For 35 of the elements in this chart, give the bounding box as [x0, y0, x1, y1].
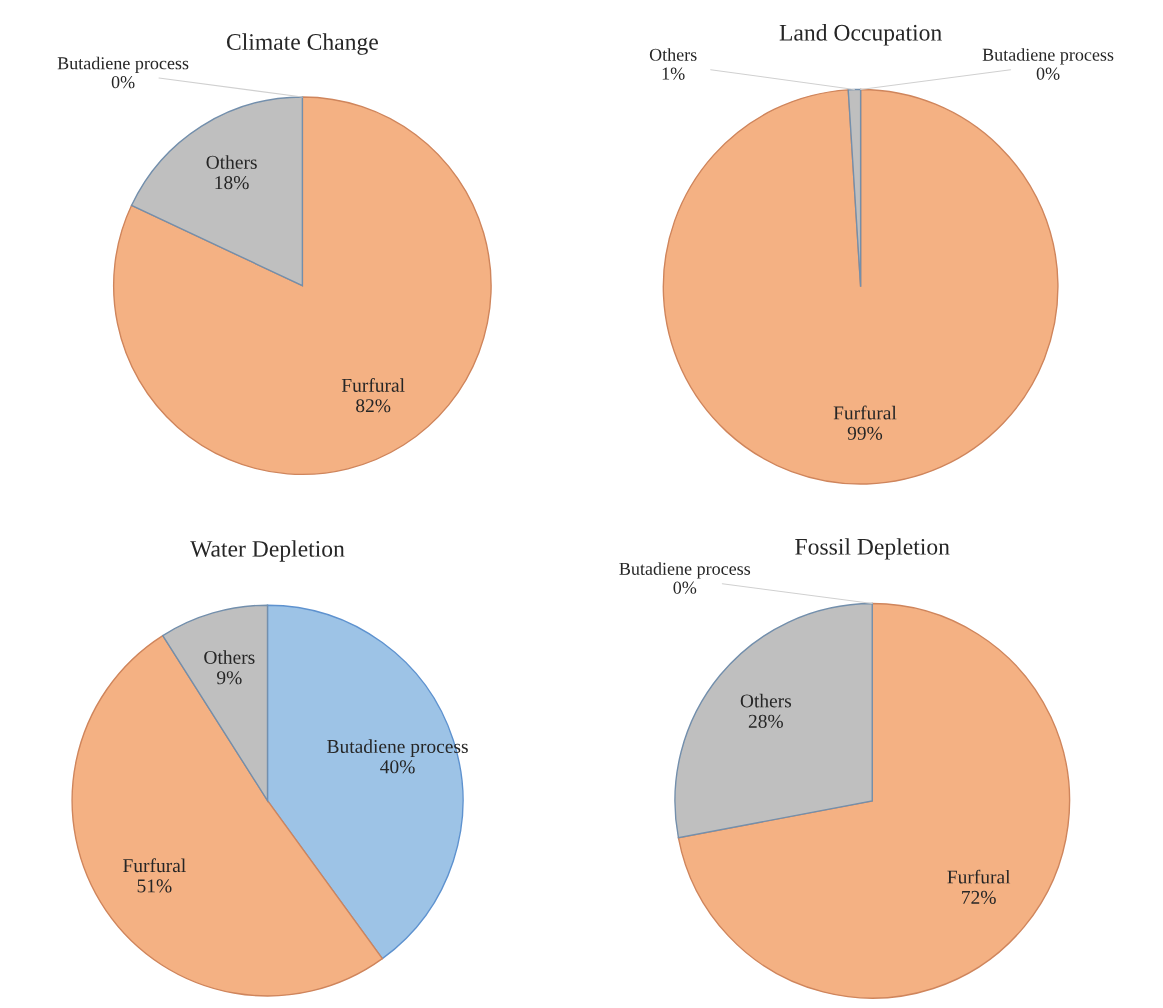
slice-label: Butadiene process — [327, 739, 468, 757]
slice-label: Others — [206, 155, 257, 169]
pie-slice — [162, 604, 269, 802]
pie-slice — [677, 602, 1071, 999]
pie-slice — [130, 96, 304, 287]
slice-label: Others — [740, 693, 792, 708]
data-label: 82% — [356, 399, 391, 413]
data-label: 1% — [662, 67, 685, 80]
data-label: 9% — [217, 671, 242, 685]
slice-label: Furfural — [833, 405, 897, 420]
category-label: Butadiene process — [57, 56, 189, 74]
slice-label: Furfural — [123, 858, 186, 873]
data-label: 28% — [748, 714, 783, 728]
slice-label: Furfural — [947, 869, 1011, 884]
text: 0% — [673, 581, 697, 594]
pie-slice — [112, 96, 492, 476]
slice-label: Others — [204, 650, 255, 664]
pie-slice — [662, 88, 1059, 485]
data-label: 51% — [137, 879, 172, 893]
slice-label: Furfural — [341, 378, 405, 392]
category-label: Butadiene process — [619, 562, 751, 579]
chart-title: Fossil Depletion — [795, 538, 950, 560]
data-label: 40% — [380, 760, 415, 774]
data-label: 99% — [847, 426, 883, 440]
category-label: Butadiene process — [982, 48, 1114, 65]
text: 0% — [1036, 67, 1060, 80]
data-label: 18% — [215, 176, 249, 190]
data-label: 72% — [962, 890, 996, 904]
pie-slice — [847, 88, 862, 288]
chart-title: Climate Change — [226, 33, 378, 55]
pie-slice — [674, 602, 873, 839]
text: 0% — [111, 76, 135, 89]
chart-title: Water Depletion — [190, 540, 345, 562]
chart-title: Land Occupation — [779, 24, 942, 46]
slice-label: Others — [649, 48, 697, 61]
